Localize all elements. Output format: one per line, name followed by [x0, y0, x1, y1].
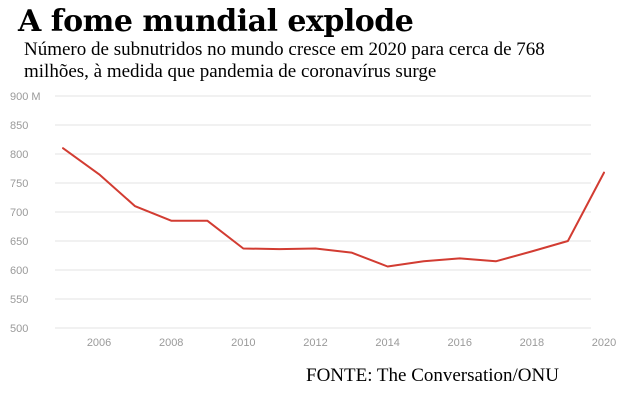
- series-line-0: [62, 147, 605, 268]
- y-tick-label: 700: [10, 207, 28, 219]
- x-tick-label: 2008: [159, 337, 183, 349]
- y-tick-label: 850: [10, 120, 28, 132]
- x-tick-label: 2016: [447, 337, 471, 349]
- gridlines: [55, 95, 591, 329]
- y-axis-tick-labels: 500 550 600 650 700 750 800 850 900 M: [10, 91, 41, 335]
- chart-subtitle: Número de subnutridos no mundo cresce em…: [24, 39, 545, 82]
- x-tick-label: 2018: [520, 337, 544, 349]
- y-tick-label: 600: [10, 265, 28, 277]
- source-note: FONTE: The Conversation/ONU: [306, 365, 559, 386]
- x-tick-label: 2020: [592, 337, 616, 349]
- x-tick-label: 2012: [303, 337, 327, 349]
- x-tick-label: 2010: [231, 337, 255, 349]
- y-tick-label: 550: [10, 294, 28, 306]
- y-tick-label: 500: [10, 323, 28, 335]
- y-tick-label: 800: [10, 149, 28, 161]
- x-tick-label: 2006: [87, 337, 111, 349]
- x-tick-label: 2014: [375, 337, 399, 349]
- x-axis-tick-labels: 2006 2008 2010 2012 2014 2016 2018 2020: [87, 337, 616, 349]
- series: [62, 147, 605, 268]
- y-tick-label: 750: [10, 178, 28, 190]
- y-tick-label: 900 M: [10, 91, 41, 103]
- y-tick-label: 650: [10, 236, 28, 248]
- chart-title: A fome mundial explode: [18, 4, 414, 39]
